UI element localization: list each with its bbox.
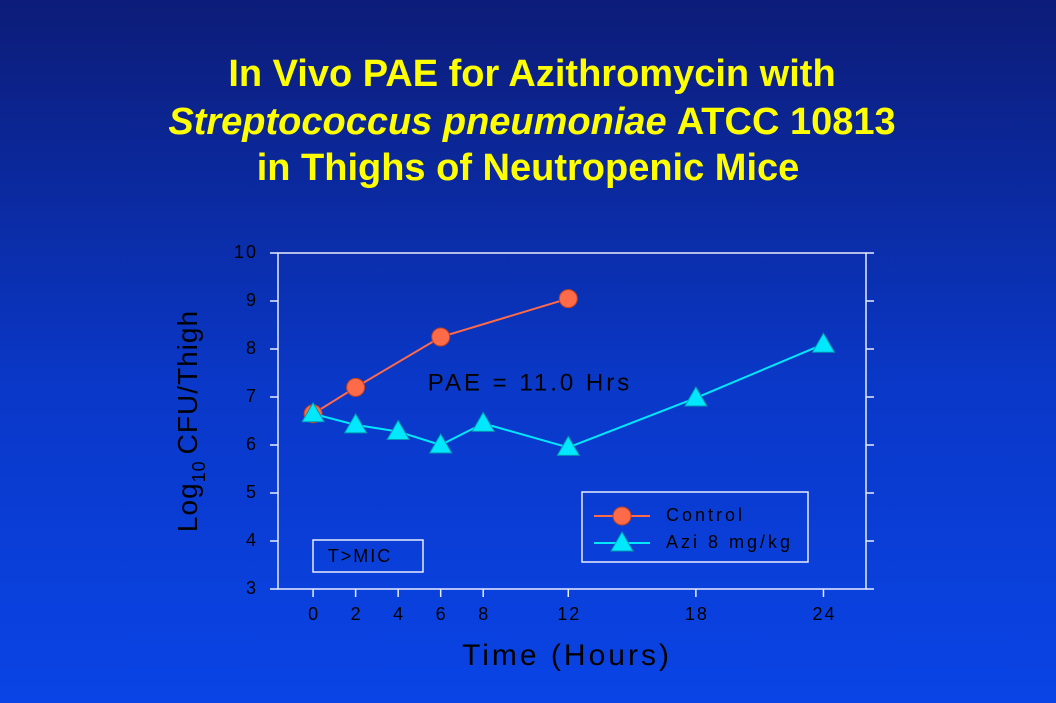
- title-line: in Thighs of Neutropenic Mice: [257, 147, 800, 189]
- data-point: [684, 385, 708, 407]
- x-tick-label: 12: [557, 604, 581, 624]
- data-point: [346, 377, 366, 397]
- data-point: [386, 419, 411, 441]
- x-tick-label: 6: [436, 604, 448, 624]
- legend-label: Control: [666, 505, 745, 525]
- annotation: T>MIC: [328, 546, 393, 566]
- x-tick-label: 18: [685, 604, 709, 624]
- data-point: [301, 401, 325, 423]
- y-tick-label: 6: [246, 434, 258, 454]
- legend-marker: [612, 506, 632, 526]
- legend-label: Azi 8 mg/kg: [666, 532, 793, 552]
- y-label-rest: CFU/Thigh: [172, 310, 203, 454]
- y-tick-label: 3: [246, 578, 258, 598]
- series-line: [312, 297, 569, 415]
- data-point: [471, 411, 496, 432]
- data-point: [428, 433, 453, 454]
- y-tick-label: 7: [246, 386, 258, 406]
- data-point: [343, 412, 368, 434]
- x-tick-label: 24: [812, 604, 836, 624]
- title-rest: ATCC 10813: [677, 101, 896, 143]
- y-tick-label: 5: [246, 482, 258, 502]
- y-tick-label: 10: [234, 242, 258, 262]
- y-label-sub: 10: [189, 460, 209, 482]
- x-tick-label: 0: [308, 604, 320, 624]
- annotation-box: [312, 539, 424, 573]
- x-tick-label: 8: [478, 604, 490, 624]
- data-point: [431, 327, 451, 347]
- x-tick-label: 2: [351, 604, 363, 624]
- data-point: [811, 332, 836, 353]
- y-label-base: Log: [172, 482, 203, 532]
- y-axis-label: Log10 CFU/Thigh: [172, 310, 208, 532]
- annotation: PAE = 11.0 Hrs: [428, 369, 633, 396]
- y-tick-label: 8: [246, 338, 258, 358]
- data-point: [558, 289, 578, 309]
- plot-frame: [277, 252, 867, 590]
- x-axis-label: Time (Hours): [462, 639, 672, 672]
- y-tick-label: 9: [246, 290, 258, 310]
- title-italic: Streptococcus pneumoniae: [168, 101, 666, 143]
- title-line: In Vivo PAE for Azithromycin with: [228, 53, 835, 95]
- y-tick-label: 4: [246, 530, 258, 550]
- x-tick-label: 4: [393, 604, 405, 624]
- legend-marker: [610, 531, 634, 552]
- data-point: [556, 435, 581, 456]
- title-line: Streptococcus pneumoniae ATCC 10813: [168, 101, 895, 143]
- legend-box: [581, 491, 809, 563]
